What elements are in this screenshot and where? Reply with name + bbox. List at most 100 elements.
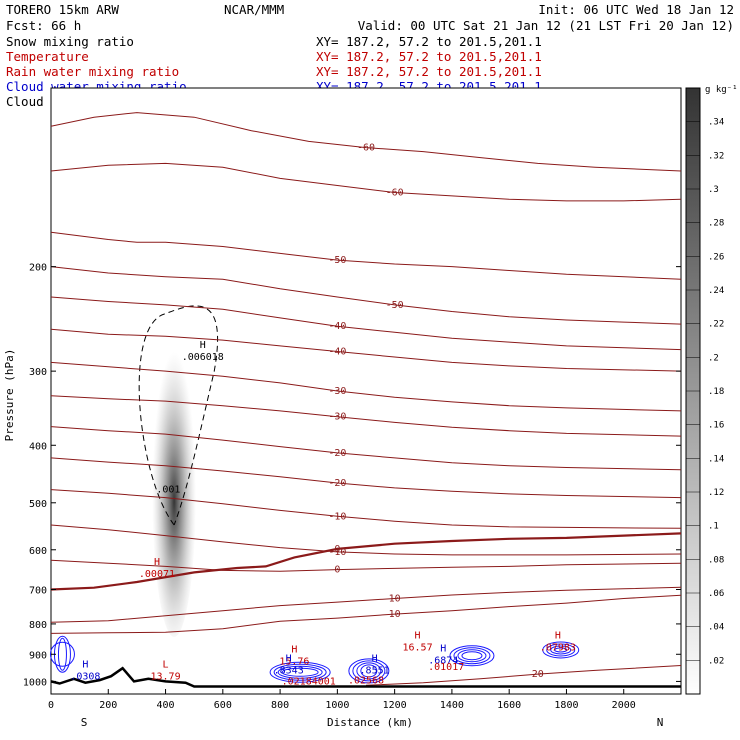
colorbar-unit: g kg⁻¹ [705,85,738,95]
x-axis-label: Distance (km) [327,716,413,729]
y-tick-label: 400 [29,441,47,452]
cloud-ice-contour [138,305,219,526]
colorbar-label: .02 [708,656,724,666]
y-tick-label: 1000 [23,677,47,688]
cloud-water-contour [57,637,67,671]
temperature-contour [50,296,682,351]
extrema-value: .07983 [540,642,576,653]
y-tick-label: 900 [29,650,47,661]
extrema-value: .02184001 [282,677,336,688]
temperature-contour [50,266,682,325]
colorbar-label: .26 [708,252,724,262]
extrema-value: 13.79 [150,672,180,683]
north-end-label: N [657,716,664,729]
temperature-contour [50,162,682,202]
cloud-water-contour [356,662,382,680]
cloud-water-contour [542,641,580,659]
temperature-contour [50,395,682,437]
colorbar-label: .28 [708,219,724,229]
temperature-contour [50,231,682,280]
contour-label: -30 [328,412,346,423]
contour-label: -50 [386,300,404,311]
y-tick-label: 300 [29,367,47,378]
extrema-mark: H [154,557,160,568]
extrema-value: .0308 [70,672,100,683]
extrema-value: .02568 [348,675,384,686]
extrema-mark: H [555,630,561,641]
cloud-water-contour [457,649,487,663]
extrema-mark: H [82,660,88,671]
plot-frame [50,87,682,695]
contour-label: -20 [328,478,346,489]
snow-shading [152,336,197,637]
extrema-value: .8343 [274,665,304,676]
contour-label: -40 [328,321,346,332]
x-tick-label: 1600 [497,700,521,711]
cloud-water-contour [461,651,483,661]
temperature-contour [50,559,682,572]
init-time: Init: 06 UTC Wed 18 Jan 12 [538,2,734,17]
extrema-value: .006018 [182,352,224,363]
contour-label: -10 [328,547,346,558]
field-name: Temperature [6,49,89,64]
extrema-mark: H [200,340,206,351]
colorbar-label: .22 [708,320,724,330]
temperature-contour [50,426,682,471]
contour-label: -20 [328,448,346,459]
extrema-value: .01017 [428,662,464,673]
field-xy: XY= 187.2, 57.2 to 201.5,201.1 [316,64,542,79]
extrema-labels: H.006018.001H.00071H.0308L13.79H15.76H.8… [70,340,576,688]
forecast-hour: Fcst: 66 h [6,18,81,33]
extrema-mark: H [291,645,297,656]
field-name: Rain water mixing ratio [6,64,179,79]
colorbar-label: .12 [708,488,724,498]
colorbar-label: .34 [708,118,724,128]
x-tick-label: 2000 [612,700,636,711]
cloud-water-contour [348,658,390,684]
extrema-value: .00071 [139,569,175,580]
field-xy: XY= 187.2, 57.2 to 201.5,201.1 [316,49,542,64]
x-tick-label: 1400 [440,700,464,711]
temperature-contour [365,665,682,686]
y-tick-label: 200 [29,263,47,274]
extrema-value: 16.57 [402,642,432,653]
contour-label: 20 [532,669,544,680]
field-xy: XY= 187.2, 57.2 to 201.5,201.1 [316,34,542,49]
contour-label: -10 [328,511,346,522]
y-axis-label: Pressure (hPa) [3,349,16,442]
x-tick-label: 1000 [325,700,349,711]
field-name: Snow mixing ratio [6,34,134,49]
extrema-value: .001 [156,485,180,496]
extrema-value: 15.76 [279,657,309,668]
contour-label: -50 [328,255,346,266]
x-axis: 0 200 400 600 800 1000 1200 1400 1600 1800 2000 [48,689,636,711]
cloud-water-contour [550,645,572,655]
x-tick-label: 800 [271,700,289,711]
extrema-mark: H [440,643,446,654]
temperature-contour [50,524,682,556]
center-name: NCAR/MMM [224,2,284,17]
cloud-water-contour [352,660,386,682]
colorbar: g kg⁻¹ .02 .04 .06 .08 .1 .12 .14 .16 .18 .2 .22 .2… [685,85,738,695]
x-tick-label: 200 [99,700,117,711]
contour-label: 10 [389,609,401,620]
cloud-water-contour [360,664,378,678]
south-end-label: S [81,716,88,729]
extrema-value: .6874 [428,655,458,666]
colorbar-label: .14 [708,454,724,464]
cloud-water-contour [273,663,327,681]
colorbar-label: .04 [708,623,724,633]
y-tick-label: 800 [29,620,47,631]
temperature-contours: -60-60-50-50-40-40-30-30-20-20-10-100010… [50,112,682,686]
colorbar-label: .08 [708,555,724,565]
contour-label: 10 [389,594,401,605]
cloud-water-contour [453,647,491,665]
x-tick-label: 400 [157,700,175,711]
colorbar-label: .06 [708,589,724,599]
x-tick-label: 1200 [383,700,407,711]
contour-label: -40 [328,347,346,358]
valid-time: Valid: 00 UTC Sat 21 Jan 12 (21 LST Fri … [358,18,734,33]
colorbar-label: .1 [708,522,719,532]
x-tick-label: 1800 [554,700,578,711]
